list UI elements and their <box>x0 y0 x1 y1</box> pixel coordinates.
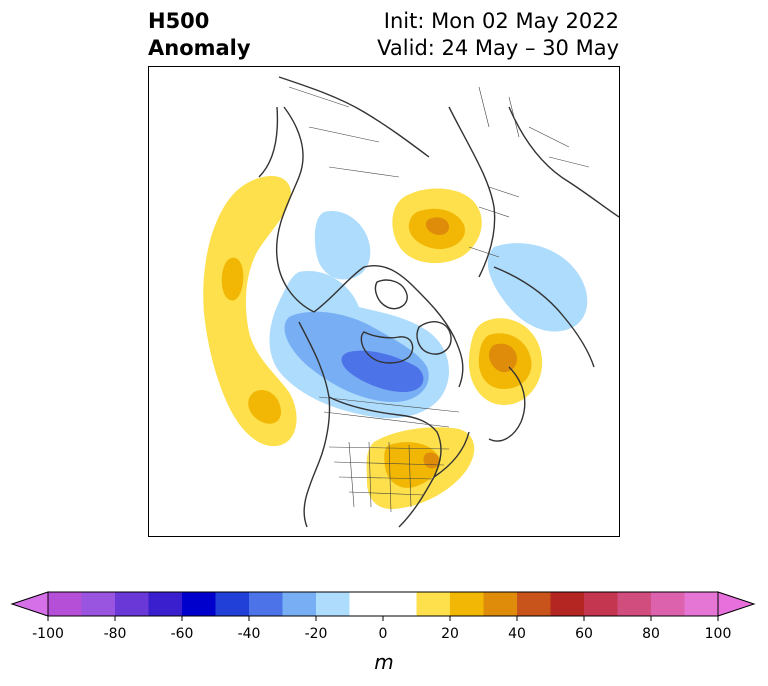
colorbar-tick-label: -80 <box>104 626 127 642</box>
colorbar-segment <box>249 592 283 616</box>
title-line-1: H500 <box>148 9 210 33</box>
colorbar-segment <box>48 592 82 616</box>
colorbar-segment <box>115 592 149 616</box>
title-line-2: Anomaly <box>148 36 251 60</box>
positive-anomaly-atlantic-peak <box>488 343 517 373</box>
colorbar-segment <box>182 592 216 616</box>
colorbar-segment <box>584 592 618 616</box>
colorbar-tick-label: 60 <box>575 626 593 642</box>
colorbar-segment <box>617 592 651 616</box>
colorbar-segments <box>48 592 718 616</box>
colorbar-segment <box>416 592 450 616</box>
negative-anomaly-siberia <box>487 243 588 332</box>
colorbar: -100 -80 -60 -40 -20 0 20 40 60 80 100 <box>10 591 756 642</box>
colorbar-segment <box>450 592 484 616</box>
colorbar-segment <box>684 592 718 616</box>
init-date: Init: Mon 02 May 2022 <box>383 9 619 33</box>
anomaly-map <box>203 76 619 528</box>
colorbar-segment <box>282 592 316 616</box>
colorbar-ticks: -100 -80 -60 -40 -20 0 20 40 60 80 100 <box>32 616 731 642</box>
colorbar-tick-label: -40 <box>238 626 261 642</box>
colorbar-segment <box>349 592 383 616</box>
colorbar-tick-label: 40 <box>508 626 526 642</box>
colorbar-segment <box>316 592 350 616</box>
positive-anomaly-russia-peak <box>425 217 449 235</box>
colorbar-tick-label: 0 <box>379 626 388 642</box>
colorbar-tick-label: -60 <box>171 626 194 642</box>
colorbar-segment <box>215 592 249 616</box>
colorbar-segment <box>81 592 115 616</box>
colorbar-tick-label: -20 <box>305 626 328 642</box>
colorbar-segment <box>651 592 685 616</box>
positive-anomaly-pacific-core1 <box>221 257 244 301</box>
map-panel <box>148 66 620 537</box>
colorbar-unit-label: m <box>374 650 394 674</box>
colorbar-segment <box>483 592 517 616</box>
colorbar-tick-label: -100 <box>32 626 64 642</box>
positive-anomaly-pacific-core2 <box>248 389 281 424</box>
colorbar-extend-low <box>10 591 49 617</box>
anomaly-shading <box>203 175 588 510</box>
coastlines <box>258 76 619 528</box>
colorbar-segment <box>148 592 182 616</box>
valid-date: Valid: 24 May – 30 May <box>377 36 619 60</box>
colorbar-segment <box>383 592 417 616</box>
political-borders <box>288 86 590 513</box>
colorbar-tick-label: 100 <box>705 626 732 642</box>
date-info: Init: Mon 02 May 2022 Valid: 24 May – 30… <box>377 8 619 62</box>
colorbar-segment <box>550 592 584 616</box>
colorbar-segment <box>517 592 551 616</box>
colorbar-tick-label: 80 <box>642 626 660 642</box>
colorbar-extend-high <box>717 591 756 617</box>
negative-anomaly-arctic <box>314 211 371 280</box>
positive-anomaly-pacific <box>203 175 297 447</box>
chart-title: H500 Anomaly <box>148 8 251 62</box>
colorbar-tick-label: 20 <box>441 626 459 642</box>
